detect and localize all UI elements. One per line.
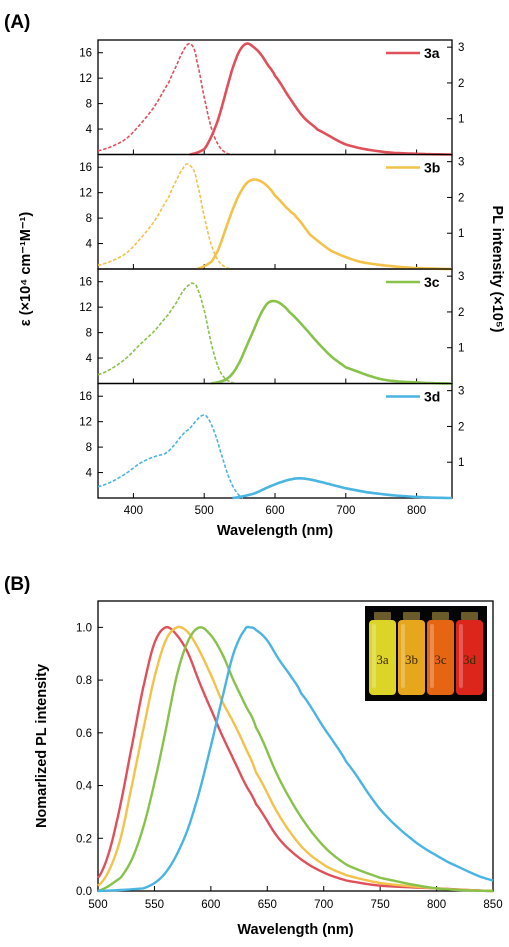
panel-b-chart: 500 550 600 650 700 750 800 850 0.0 0.2 0.4 0.6 0.8 1…	[34, 600, 503, 938]
vial-cap-3a	[374, 612, 391, 620]
x-axis-title-a: Wavelength (nm)	[217, 523, 333, 539]
vial-label-3c: 3c	[434, 652, 447, 667]
y-right-tick-label: 1	[458, 457, 464, 469]
vial-body-3a	[369, 620, 396, 695]
y-axis-title-b: Nomarlized PL intensity	[34, 664, 50, 828]
y-right-tick-label: 2	[458, 421, 464, 433]
x-tick-label: 550	[145, 899, 164, 911]
vial-highlight-3c	[430, 624, 434, 688]
x-tick-label: 750	[371, 899, 390, 911]
x-tick-label: 700	[336, 505, 355, 517]
y-tick-label: 0.0	[76, 886, 92, 898]
vial-cap-3b	[403, 612, 420, 620]
y-left-tick-label: 16	[79, 48, 92, 60]
y-right-tick-label: 3	[458, 42, 464, 54]
vial-label-3d: 3d	[463, 652, 477, 667]
absorption-line-3d	[97, 414, 244, 499]
legend-label-3a: 3a	[424, 45, 440, 61]
legend-label-3c: 3c	[424, 274, 440, 290]
emission-line-3d	[232, 477, 452, 500]
y-left-tick-label: 16	[79, 162, 92, 174]
x-tick-label: 500	[195, 505, 214, 517]
x-tick-label: 850	[483, 899, 502, 911]
x-tick-label: 500	[88, 899, 107, 911]
panel-a-tag: (A)	[4, 12, 30, 33]
y-left-axis-title: ε (×10⁴ cm⁻¹M⁻¹)	[18, 212, 34, 327]
vial-label-3a: 3a	[376, 652, 389, 667]
y-right-axis-title: PL intensity (×10⁵)	[489, 205, 505, 332]
x-tick-label: 400	[124, 505, 143, 517]
panel-a-chart: 4812161233a4812161233b4812161233c4812161…	[18, 39, 505, 539]
y-left-tick-label: 4	[86, 353, 93, 365]
y-right-tick-label: 3	[458, 386, 464, 398]
y-right-tick-label: 1	[458, 114, 464, 126]
vial-label-3b: 3b	[405, 652, 418, 667]
y-right-tick-label: 2	[458, 78, 464, 90]
y-tick-label: 0.6	[76, 728, 92, 740]
y-tick-label: 0.8	[76, 675, 92, 687]
y-left-tick-label: 4	[86, 239, 93, 251]
subpanel-frame-3c	[97, 268, 453, 385]
y-left-tick-label: 4	[86, 124, 93, 136]
vial-body-3c	[427, 620, 454, 695]
vial-highlight-3d	[459, 624, 463, 688]
x-tick-label: 650	[258, 899, 277, 911]
y-left-tick-label: 4	[86, 468, 93, 480]
absorption-line-3c	[97, 282, 237, 385]
y-right-tick-label: 1	[458, 228, 464, 240]
y-left-tick-label: 12	[79, 417, 92, 429]
emission-line-3a	[189, 42, 452, 156]
vial-highlight-3b	[401, 624, 405, 688]
y-tick-label: 1.0	[76, 622, 92, 634]
legend-label-3b: 3b	[424, 160, 440, 176]
y-left-tick-label: 8	[86, 213, 92, 225]
y-left-tick-label: 16	[79, 277, 92, 289]
emission-line-3c	[211, 299, 453, 385]
x-tick-label: 600	[201, 899, 220, 911]
y-right-tick-label: 2	[458, 192, 464, 204]
y-right-tick-label: 1	[458, 343, 464, 355]
vial-cap-3c	[432, 612, 449, 620]
y-left-tick-label: 12	[79, 73, 92, 85]
y-left-tick-label: 8	[86, 442, 92, 454]
vial-body-3b	[398, 620, 425, 695]
emission-line-3b	[196, 178, 453, 271]
y-left-tick-label: 12	[79, 188, 92, 200]
absorption-line-3b	[97, 163, 233, 270]
absorption-line-3a	[97, 42, 233, 156]
subpanel-frame-3b	[97, 153, 453, 270]
x-axis-title-b: Wavelength (nm)	[237, 922, 353, 938]
y-tick-label: 0.4	[76, 781, 93, 793]
y-right-tick-label: 3	[458, 271, 464, 283]
series-line-3b	[97, 625, 494, 893]
panel-b-tag: (B)	[4, 574, 30, 595]
vial-cap-3d	[461, 612, 478, 620]
y-tick-label: 0.2	[76, 833, 92, 845]
x-tick-label: 600	[265, 505, 284, 517]
y-left-tick-label: 16	[79, 391, 92, 403]
y-right-tick-label: 2	[458, 307, 464, 319]
subpanel-frame-3d	[97, 382, 453, 499]
plot-frame-b	[97, 600, 494, 892]
x-tick-label: 800	[407, 505, 426, 517]
vial-highlight-3a	[372, 624, 376, 688]
subpanel-frame-3a	[97, 39, 453, 156]
y-right-tick-label: 3	[458, 157, 464, 169]
y-left-tick-label: 8	[86, 328, 92, 340]
series-line-3c	[97, 626, 494, 893]
legend-label-3d: 3d	[424, 389, 440, 405]
vial-body-3d	[456, 620, 483, 695]
x-tick-label: 700	[314, 899, 333, 911]
series-line-3d	[97, 625, 494, 893]
y-left-tick-label: 12	[79, 302, 92, 314]
y-left-tick-label: 8	[86, 99, 92, 111]
x-tick-label: 800	[427, 899, 446, 911]
